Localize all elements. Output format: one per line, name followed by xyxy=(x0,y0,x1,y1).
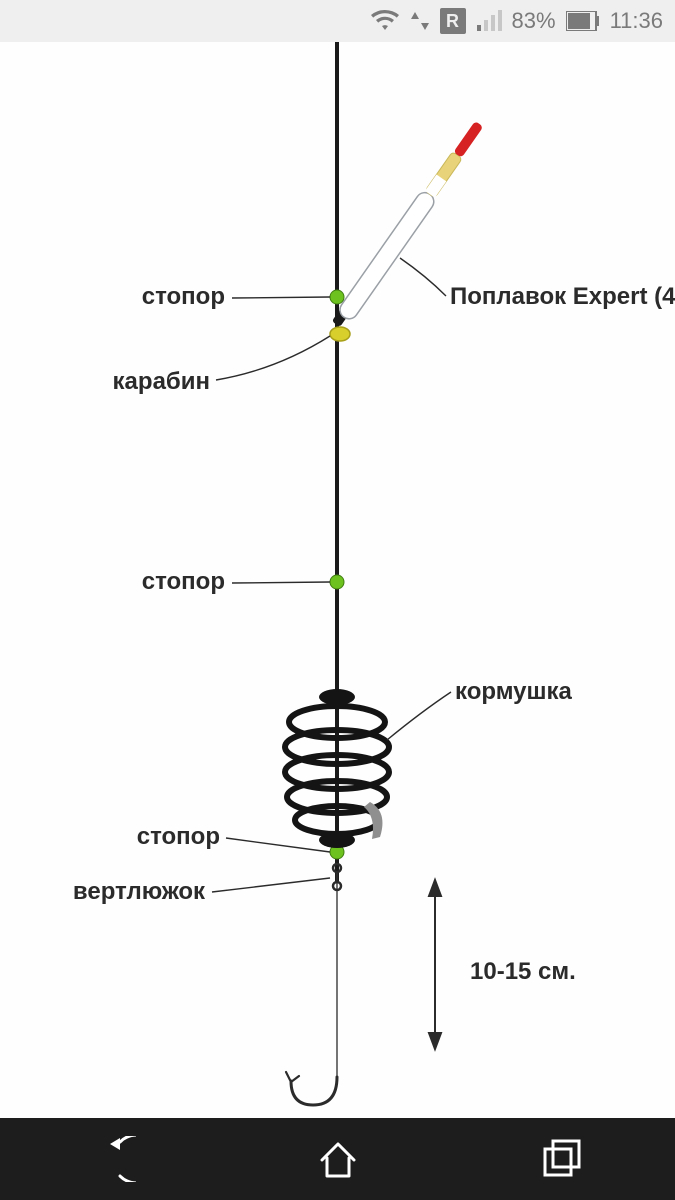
label-feeder: кормушка xyxy=(455,678,573,705)
label-swivel: вертлюжок xyxy=(73,878,206,905)
measure-arrow-icon xyxy=(429,880,441,1049)
home-button[interactable] xyxy=(315,1136,361,1182)
phone-screen: R 83% 11:36 xyxy=(0,0,675,1200)
image-viewer[interactable]: стопор Поплавок Expert (4,0г карабин сто… xyxy=(0,42,675,1118)
hook-icon xyxy=(286,1072,337,1105)
carabiner-icon xyxy=(330,327,350,341)
updown-icon xyxy=(410,9,430,33)
status-bar: R 83% 11:36 xyxy=(0,0,675,42)
label-carabiner: карабин xyxy=(113,368,210,395)
label-stopper-1: стопор xyxy=(142,283,225,310)
signal-icon xyxy=(476,9,502,33)
label-stopper-3: стопор xyxy=(137,823,220,850)
roaming-badge: R xyxy=(440,8,466,34)
battery-percent: 83% xyxy=(512,8,556,34)
stopper-bead-icon xyxy=(330,290,344,304)
battery-icon xyxy=(566,11,600,31)
wifi-icon xyxy=(370,9,400,33)
label-measure: 10-15 см. xyxy=(470,958,576,985)
android-nav-bar xyxy=(0,1118,675,1200)
stopper-bead-icon xyxy=(330,575,344,589)
fishing-rig-diagram: стопор Поплавок Expert (4,0г карабин сто… xyxy=(0,42,675,1118)
back-button[interactable] xyxy=(90,1136,136,1182)
label-float: Поплавок Expert (4,0г xyxy=(450,283,675,310)
recent-apps-button[interactable] xyxy=(541,1137,585,1181)
clock: 11:36 xyxy=(610,8,663,34)
label-stopper-2: стопор xyxy=(142,568,225,595)
